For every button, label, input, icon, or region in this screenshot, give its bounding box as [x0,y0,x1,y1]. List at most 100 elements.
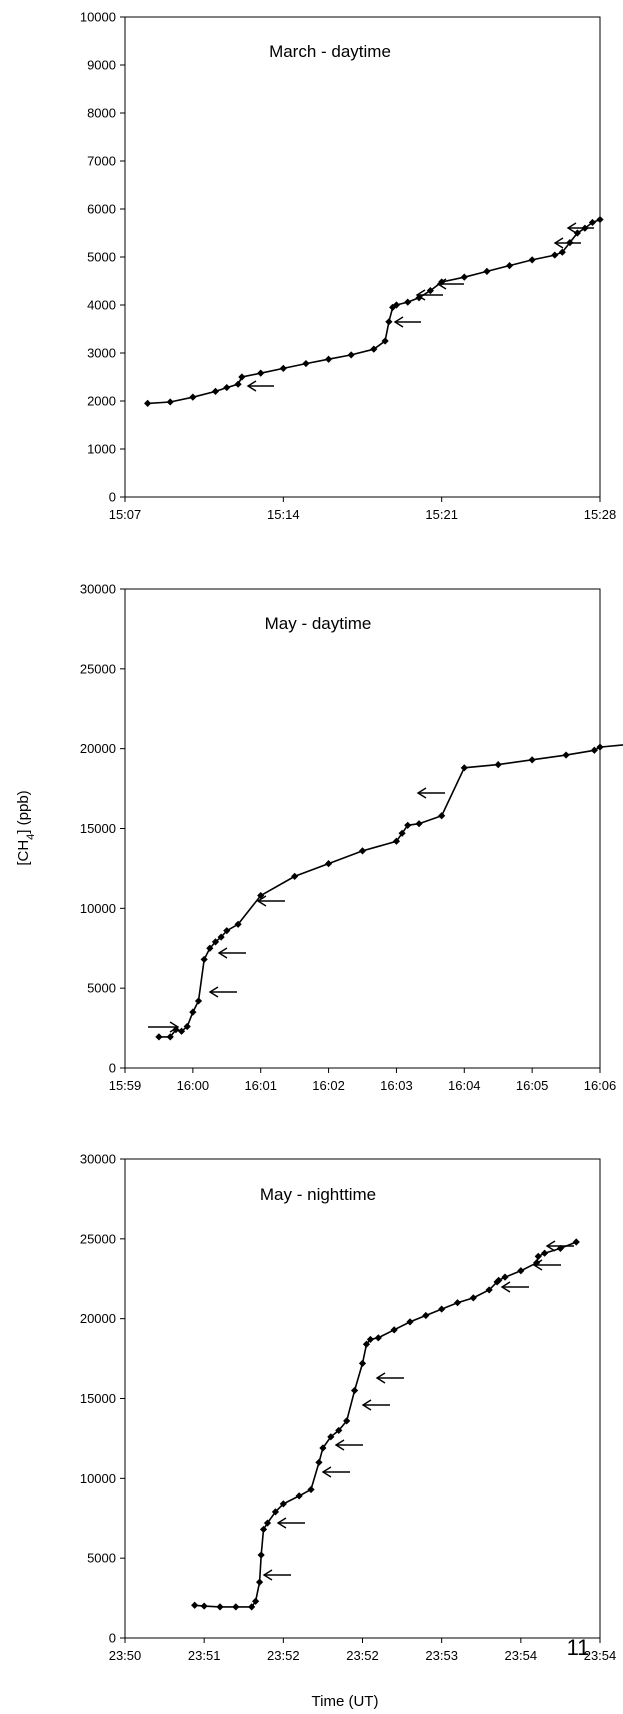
data-point [279,364,287,372]
x-tick-label: 23:54 [505,1648,538,1663]
x-tick-label: 15:28 [584,507,617,522]
data-point [385,318,393,326]
data-point [551,251,559,259]
arrow-head [375,1372,386,1384]
x-tick-label: 16:04 [448,1078,481,1093]
y-tick-label: 5000 [87,1551,116,1566]
data-point [406,1318,414,1326]
plot-frame [124,1158,601,1639]
annotation-arrow [545,1240,574,1252]
data-point [485,1286,493,1294]
data-point [206,944,214,952]
arrow-head [566,222,577,234]
data-point [200,1602,208,1610]
data-point [469,1294,477,1302]
arrow-head [169,1021,180,1033]
data-point [438,1305,446,1313]
data-point [426,287,434,295]
annotation-arrow [256,895,285,907]
x-tick-label: 23:52 [346,1648,379,1663]
y-tick-label: 15000 [80,821,116,836]
y-tick-label: 5000 [87,250,116,265]
data-point [343,1417,351,1425]
x-tick-label: 16:02 [312,1078,345,1093]
data-point [483,267,491,275]
data-point [319,1444,327,1452]
arrow-head [256,895,267,907]
data-point [324,860,333,868]
data-point [366,1335,375,1344]
data-point [556,1244,565,1253]
data-point [191,1601,199,1609]
data-point [307,1485,315,1494]
data-point [166,398,174,406]
annotation-arrow [321,1466,350,1478]
y-tick-label: 4000 [87,298,116,313]
data-point [390,1326,398,1334]
x-tick-label: 23:52 [267,1648,300,1663]
x-tick-label: 15:59 [109,1078,142,1093]
data-point [257,369,265,377]
panel-title: May - daytime [265,614,372,633]
data-point [200,955,208,964]
data-point [259,1525,268,1534]
data-point [223,383,231,392]
data-point [596,743,604,751]
arrow-head [553,237,564,249]
arrow-head [532,1259,543,1271]
y-tick-label: 2000 [87,394,116,409]
y-tick-label: 1000 [87,442,116,457]
y-tick-label: 0 [109,1061,116,1076]
data-point [528,756,536,764]
annotation-arrow [393,316,421,328]
data-point [590,746,598,754]
x-tick-label: 16:05 [516,1078,549,1093]
y-tick-label: 25000 [80,1231,116,1246]
data-point [505,262,514,270]
x-axis-title: Time (UT) [312,1693,379,1710]
data-point [238,373,246,381]
y-tick-label: 8000 [87,106,116,121]
data-point [495,1276,503,1284]
y-tick-label: 3000 [87,346,116,361]
data-point [347,351,355,359]
page-number: 11 [567,1635,590,1660]
arrow-head [246,380,257,392]
data-point [374,1334,382,1342]
y-tick-label: 10000 [80,901,116,916]
data-point [211,938,220,946]
data-point [189,1008,197,1016]
y-tick-label: 6000 [87,202,116,217]
arrow-head [217,947,228,959]
plot-frame [124,16,601,498]
y-tick-label: 5000 [87,981,116,996]
y-tick-label: 0 [109,490,116,505]
series-line [194,1241,577,1608]
series-line [147,218,601,405]
x-tick-label: 16:00 [177,1078,210,1093]
arrow-head [361,1399,372,1411]
annotation-arrow [500,1281,529,1293]
annotation-arrow [334,1439,363,1451]
data-point [248,1603,256,1611]
annotation-arrow [276,1517,305,1529]
data-point [177,1027,186,1035]
panel-title: March - daytime [269,42,391,61]
data-point [460,273,468,281]
x-tick-label: 15:07 [109,507,142,522]
data-point [362,1340,371,1348]
annotation-arrow [375,1372,404,1384]
data-point [234,920,242,928]
data-point [558,248,566,256]
arrow-head [393,316,404,328]
y-tick-label: 7000 [87,154,116,169]
annotation-arrow [246,380,274,392]
y-tick-label: 30000 [80,1152,116,1167]
arrow-head [321,1466,332,1478]
plot-frame [124,588,601,1069]
data-point [166,1033,174,1041]
data-point [295,1492,303,1500]
data-point [263,1519,272,1527]
annotation-arrow [262,1569,291,1581]
data-point [223,927,231,935]
